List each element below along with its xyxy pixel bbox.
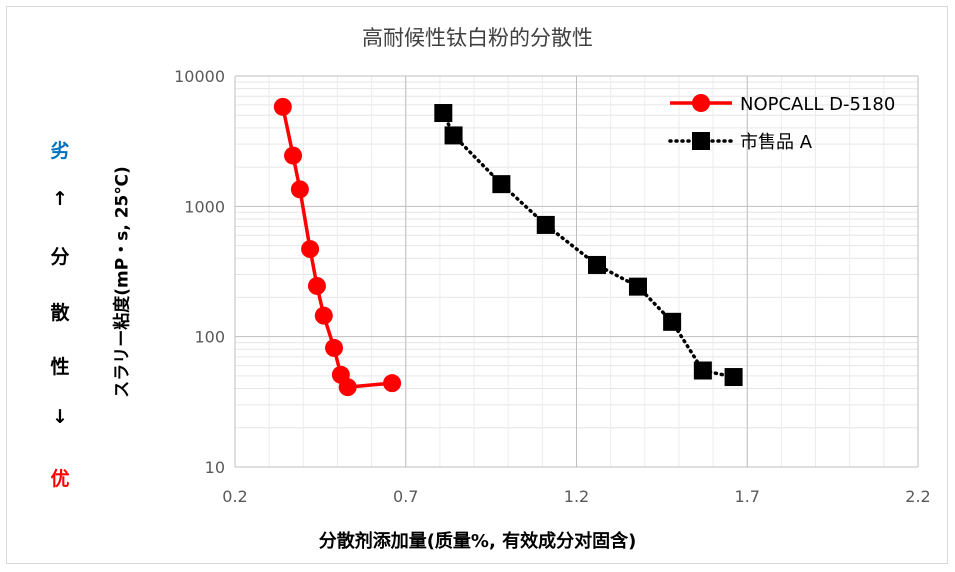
data-point-series-2 — [724, 368, 743, 387]
data-point-series-1 — [314, 306, 333, 325]
data-point-series-1 — [325, 338, 344, 357]
x-tick-label: 0.7 — [393, 487, 418, 506]
data-point-series-2 — [628, 277, 647, 296]
legend-label-2: 市售品 A — [740, 132, 813, 153]
data-point-series-2 — [693, 361, 712, 380]
chart-title: 高耐候性钛白粉的分散性 — [362, 26, 593, 50]
side-arrow-down: ↓ — [52, 406, 68, 428]
data-point-series-2 — [536, 215, 555, 234]
y-tick-label: 10 — [205, 458, 225, 477]
side-char-3: 性 — [50, 356, 70, 378]
y-tick-label: 100 — [194, 328, 225, 347]
side-label-better: 优 — [50, 468, 70, 490]
data-point-series-2 — [492, 175, 511, 194]
x-tick-label: 2.2 — [905, 487, 930, 506]
side-char-1: 分 — [50, 246, 70, 268]
side-char-2: 散 — [50, 302, 70, 324]
data-point-series-1 — [307, 276, 326, 295]
x-tick-label: 1.2 — [564, 487, 589, 506]
series-line-2 — [441, 111, 736, 379]
legend-marker-2 — [692, 132, 710, 150]
data-point-series-1 — [290, 180, 309, 199]
side-arrow-up: ↑ — [52, 188, 68, 210]
x-axis-label: 分散剂添加量(质量%, 有效成分对固含) — [318, 531, 637, 552]
data-point-series-2 — [663, 312, 682, 331]
data-point-series-1 — [301, 240, 320, 259]
y-tick-label: 10000 — [174, 67, 225, 86]
data-point-series-1 — [273, 97, 292, 116]
x-tick-label: 0.2 — [222, 487, 247, 506]
data-point-series-1 — [383, 374, 402, 393]
data-point-series-2 — [444, 126, 463, 145]
data-point-series-2 — [434, 104, 453, 123]
data-point-series-1 — [284, 146, 303, 165]
chart-frame — [6, 6, 948, 564]
legend-label-1: NOPCALL D-5180 — [740, 94, 895, 115]
side-label-worse: 劣 — [50, 140, 70, 162]
legend-marker-1 — [692, 94, 710, 112]
data-point-series-2 — [587, 255, 606, 274]
data-point-series-1 — [338, 378, 357, 397]
x-tick-label: 1.7 — [735, 487, 760, 506]
y-tick-label: 1000 — [184, 197, 225, 216]
